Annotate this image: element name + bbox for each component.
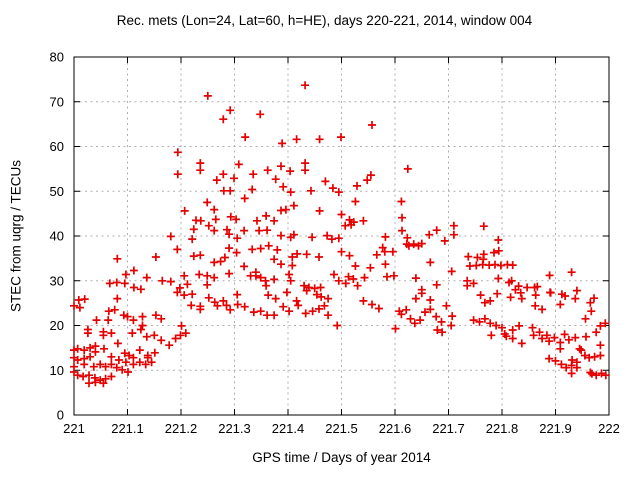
tick-labels: 221 221.1 221.2 221.3 221.4 221.5 221.6 221.7 22… [50, 50, 620, 437]
x-tick-label: 221.1 [111, 421, 144, 436]
x-tick-label: 221.4 [272, 421, 305, 436]
data-markers [70, 81, 610, 388]
gridlines [74, 57, 609, 415]
x-tick-label: 221.6 [379, 421, 412, 436]
y-tick-label: 60 [50, 139, 64, 154]
x-tick-label: 221.2 [165, 421, 198, 436]
plot-frame [73, 56, 610, 416]
x-tick-label: 221.7 [432, 421, 465, 436]
x-tick-label: 221.8 [486, 421, 519, 436]
x-tick-label: 221.5 [325, 421, 358, 436]
scatter-points [70, 81, 610, 388]
y-tick-label: 80 [50, 50, 64, 65]
y-tick-label: 10 [50, 363, 64, 378]
x-tick-label: 222 [598, 421, 620, 436]
chart-title: Rec. mets (Lon=24, Lat=60, h=HE), days 2… [116, 13, 533, 28]
y-tick-label: 0 [57, 408, 64, 423]
y-tick-label: 50 [50, 184, 64, 199]
x-tick-label: 221 [63, 421, 85, 436]
y-tick-label: 20 [50, 318, 64, 333]
y-tick-label: 30 [50, 273, 64, 288]
y-tick-label: 40 [50, 229, 64, 244]
y-tick-label: 70 [50, 94, 64, 109]
x-tick-label: 221.3 [218, 421, 251, 436]
x-tick-label: 221.9 [539, 421, 572, 436]
x-axis-label: GPS time / Days of year 2014 [252, 450, 431, 465]
